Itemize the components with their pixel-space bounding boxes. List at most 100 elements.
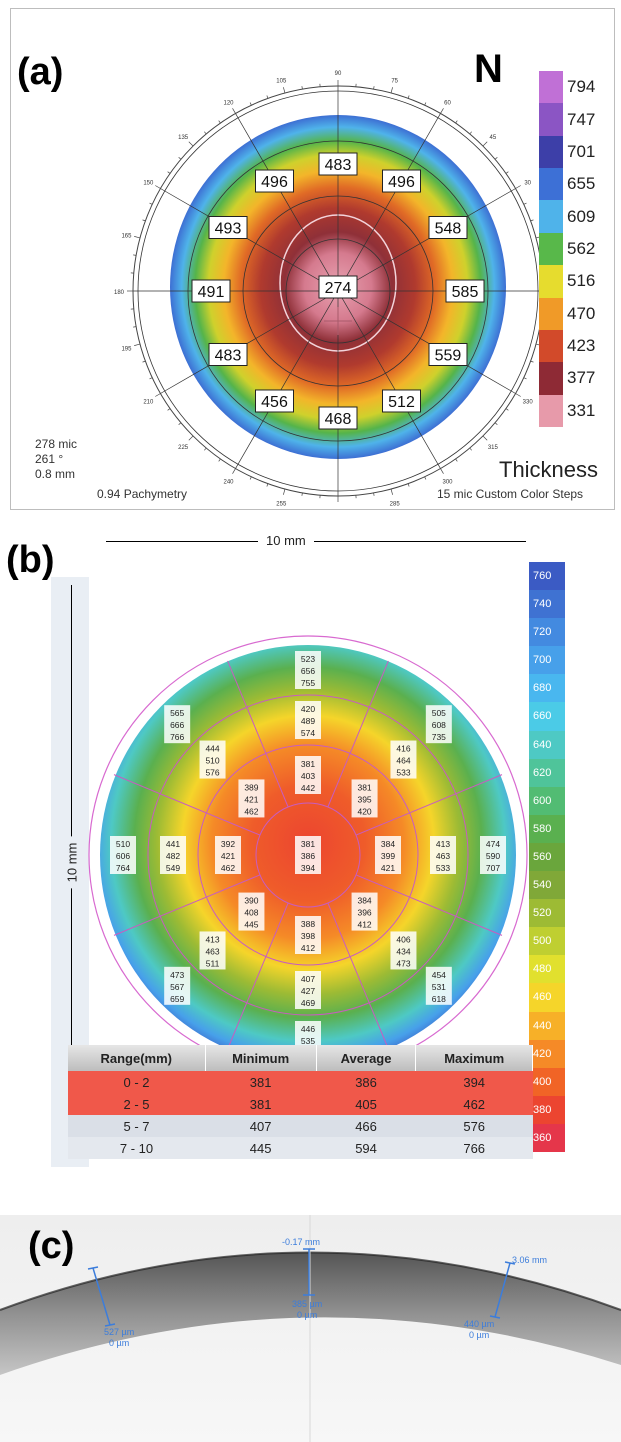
ring-thickness-value-box xyxy=(445,279,485,303)
degree-tick xyxy=(266,95,269,99)
zone-value: 590 xyxy=(486,851,500,861)
degree-label: 315 xyxy=(488,445,499,451)
degree-tick xyxy=(530,219,534,222)
zone-value: 441 xyxy=(166,839,180,849)
scale-b-swatch: 760 xyxy=(529,562,565,591)
zone-value: 413 xyxy=(205,934,219,944)
ring-thickness-value: 456 xyxy=(261,394,288,411)
degree-label: 45 xyxy=(490,135,497,141)
zone-value: 666 xyxy=(170,720,184,730)
degree-label: 150 xyxy=(143,181,154,187)
degree-tick xyxy=(515,393,521,397)
zone-value: 381 xyxy=(301,759,315,769)
degree-label: 255 xyxy=(276,502,287,508)
zone-value: 446 xyxy=(301,1024,315,1034)
scale-a-swatch xyxy=(539,232,563,266)
ring-thickness-value-box xyxy=(191,279,231,303)
ring-5mm xyxy=(197,744,419,966)
degree-label: 90 xyxy=(335,71,342,77)
degree-label: 120 xyxy=(223,100,234,106)
degree-label: 105 xyxy=(276,78,287,84)
orientation-letter: N xyxy=(474,47,503,91)
zone-value: 766 xyxy=(170,732,184,742)
degree-tick xyxy=(283,87,286,94)
degree-tick xyxy=(249,476,252,480)
zone-value: 505 xyxy=(432,708,446,718)
zone-box xyxy=(295,756,321,794)
degree-tick xyxy=(505,171,509,174)
sector-line xyxy=(355,874,503,936)
zone-value: 473 xyxy=(396,958,410,968)
scale-a-value: 655 xyxy=(567,174,596,194)
degree-label: 285 xyxy=(390,502,401,508)
zone-value: 764 xyxy=(116,863,130,873)
ring-thickness-value: 468 xyxy=(325,411,352,428)
zone-box xyxy=(425,966,452,1005)
scale-a-value: 470 xyxy=(567,303,596,323)
range-table: Range(mm) Minimum Average Maximum 0 - 2 381 3… xyxy=(68,1045,533,1159)
scale-b-swatch: 680 xyxy=(529,674,565,703)
degree-tick xyxy=(232,108,236,114)
degree-tick xyxy=(390,87,393,94)
ring-thickness-value-box xyxy=(255,169,294,193)
pachymetry-panel-b: (b) 10 mm 10 mm 523 656 755 505 608 735 474 590… xyxy=(0,515,621,1205)
degree-tick xyxy=(155,185,161,189)
left-thickness-zero: 0 µm xyxy=(109,1338,130,1348)
ring-thickness-value: 483 xyxy=(325,157,352,174)
zone-value: 574 xyxy=(301,728,315,738)
ring-thickness-value: 559 xyxy=(435,348,462,365)
scale-a-swatch xyxy=(539,200,563,234)
oct-scan-image xyxy=(0,1215,621,1442)
center-thickness-value: 385 µm xyxy=(292,1299,323,1309)
range-table-cell: 594 xyxy=(316,1137,416,1159)
zone-box xyxy=(295,916,321,954)
right-thickness-value: 440 µm xyxy=(464,1319,495,1329)
zone-value: 533 xyxy=(396,768,410,778)
zone-box xyxy=(164,705,191,744)
zone-box xyxy=(295,971,321,1009)
scale-b-swatch: 500 xyxy=(529,927,565,956)
zone-value: 473 xyxy=(170,970,184,980)
zone-value: 420 xyxy=(357,806,371,816)
pachymetry-panel-a: 9075604530150345330315300285270255240225… xyxy=(10,8,615,510)
scale-b-swatch: 480 xyxy=(529,955,565,984)
zone-value: 398 xyxy=(301,931,315,941)
degree-label: 195 xyxy=(121,347,132,353)
zone-value: 511 xyxy=(206,958,220,968)
degree-tick xyxy=(440,468,444,474)
zone-value: 510 xyxy=(205,756,219,766)
zone-value: 474 xyxy=(486,839,500,849)
zone-value: 412 xyxy=(357,920,371,930)
zone-value: 454 xyxy=(432,970,446,980)
scale-b-swatch: 580 xyxy=(529,814,565,844)
zone-value: 386 xyxy=(301,851,315,861)
zone-value: 408 xyxy=(244,908,258,918)
thickness-title: Thickness xyxy=(499,457,599,482)
scale-b-swatch: 540 xyxy=(529,871,565,900)
scale-a-swatch xyxy=(539,168,563,201)
zone-box xyxy=(295,836,321,874)
range-table-cell: 7 - 10 xyxy=(68,1137,206,1159)
zone-value: 389 xyxy=(244,782,258,792)
degree-tick xyxy=(523,377,527,380)
scale-b-swatch: 440 xyxy=(529,1011,565,1041)
zone-value: 656 xyxy=(301,666,315,676)
zone-box xyxy=(238,892,265,931)
range-table-wrap: Range(mm) Minimum Average Maximum 0 - 2 381 3… xyxy=(68,1045,533,1159)
range-table-header: Range(mm) Minimum Average Maximum xyxy=(68,1045,533,1071)
oct-panel-c: (c) -0.17 mm 385 µm 0 µm 3.06 mm 440 µm … xyxy=(0,1215,621,1442)
range-table-header-cell: Average xyxy=(316,1045,417,1071)
degree-label: 180 xyxy=(114,290,125,296)
zone-value: 403 xyxy=(301,771,315,781)
range-table-row: 7 - 10 445 594 766 xyxy=(68,1137,533,1159)
right-caliper-cap-bottom xyxy=(489,1315,501,1319)
degree-tick xyxy=(494,422,498,425)
zone-value: 482 xyxy=(166,851,180,861)
scale-a-swatch xyxy=(539,362,563,396)
ring-thickness-value-box xyxy=(382,169,421,193)
zone-value: 659 xyxy=(170,994,184,1004)
panel-b-label: (b) xyxy=(6,539,55,581)
range-table-cell: 407 xyxy=(205,1115,317,1137)
zone-value: 576 xyxy=(205,768,219,778)
scale-b-swatch: 600 xyxy=(529,786,565,816)
